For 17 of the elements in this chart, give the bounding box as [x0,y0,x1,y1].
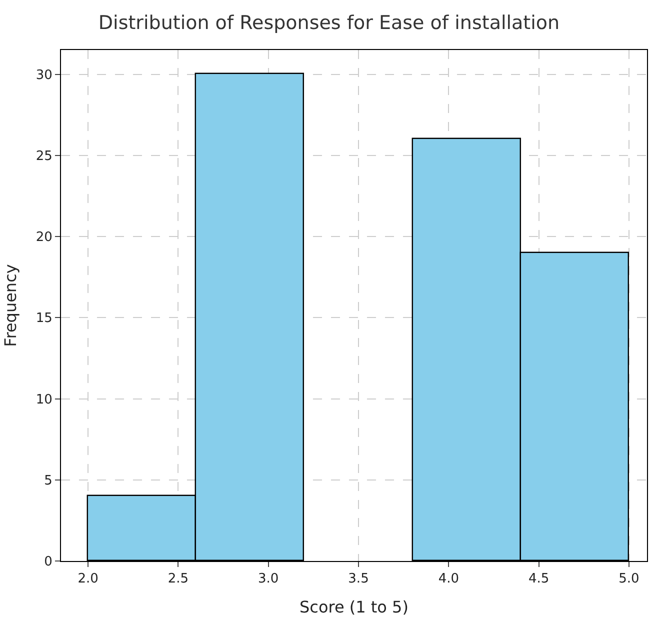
x-tick-label: 5.0 [618,572,640,587]
y-tick-label: 10 [36,392,52,408]
x-tick-label: 2.0 [78,572,98,587]
x-tick-label: 2.5 [168,572,189,587]
x-tick-label: 3.5 [348,572,369,587]
y-tick-label: 20 [36,230,52,246]
y-tick-label: 15 [36,311,52,326]
y-tick-label: 0 [44,554,52,570]
y-axis-title: Frequency [0,264,20,347]
x-tick-label: 4.5 [528,572,550,587]
chart-title: Distribution of Responses for Ease of installation [98,12,560,34]
x-axis-title: Score (1 to 5) [300,597,408,616]
y-tick-label: 25 [36,148,52,164]
x-tick-label: 4.0 [438,572,460,587]
y-tick-label: 30 [36,68,52,83]
x-tick-label: 3.0 [258,572,279,587]
y-tick-label: 5 [44,473,52,488]
